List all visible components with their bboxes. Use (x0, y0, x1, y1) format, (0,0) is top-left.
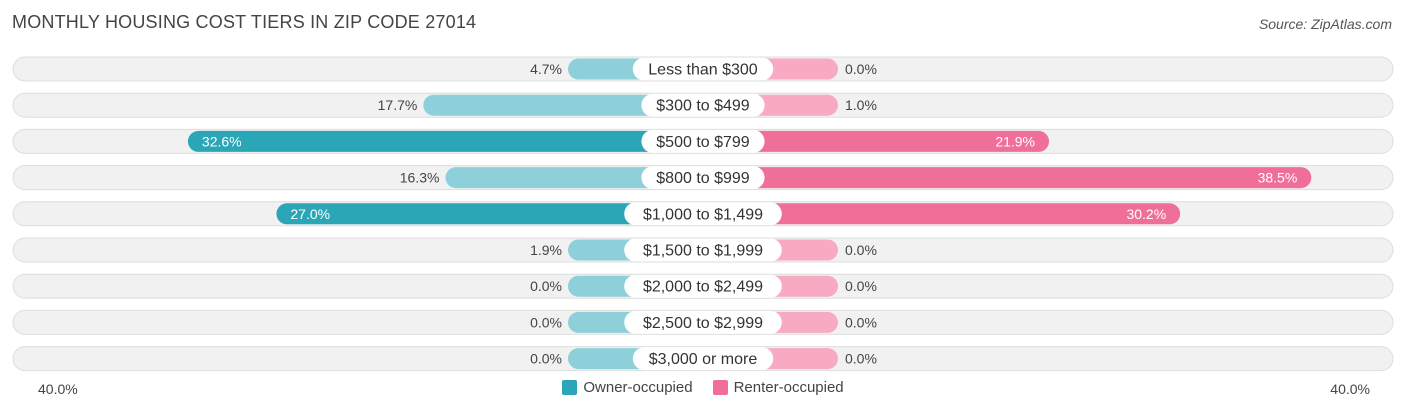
legend: Owner-occupied Renter-occupied (0, 379, 1406, 396)
category-label: Less than $300 (648, 62, 758, 79)
renter-value-label: 0.0% (845, 351, 877, 367)
chart-title: MONTHLY HOUSING COST TIERS IN ZIP CODE 2… (12, 12, 477, 32)
owner-value-label: 17.7% (378, 97, 418, 113)
owner-value-label: 27.0% (290, 206, 330, 222)
owner-bar (187, 130, 704, 152)
owner-value-label: 1.9% (530, 242, 562, 258)
renter-value-label: 0.0% (845, 278, 877, 294)
axis-left-label: 40.0% (38, 381, 78, 397)
legend-label-owner: Owner-occupied (583, 379, 693, 396)
legend-swatch-owner (562, 380, 578, 395)
owner-value-label: 32.6% (202, 133, 242, 149)
category-pill (624, 238, 782, 262)
legend-label-renter: Renter-occupied (733, 379, 844, 396)
owner-bar (445, 167, 703, 189)
owner-bar (423, 94, 703, 116)
renter-value-label: 38.5% (1258, 170, 1298, 186)
category-pill (624, 202, 782, 226)
renter-value-label: 0.0% (845, 242, 877, 258)
category-label: $1,000 to $1,499 (643, 206, 763, 223)
renter-bar (703, 167, 1312, 189)
renter-bar (703, 203, 1181, 225)
category-label: $3,000 or more (649, 351, 758, 368)
legend-item-renter: Renter-occupied (712, 379, 844, 396)
owner-value-label: 4.7% (530, 61, 562, 77)
legend-swatch-renter (712, 380, 728, 395)
category-pill (641, 166, 765, 190)
category-label: $2,000 to $2,499 (643, 279, 763, 296)
axis-right-label: 40.0% (1330, 381, 1370, 397)
renter-value-label: 0.0% (845, 61, 877, 77)
category-label: $800 to $999 (656, 170, 750, 187)
renter-value-label: 1.0% (845, 97, 877, 113)
owner-value-label: 0.0% (530, 278, 562, 294)
renter-value-label: 21.9% (995, 133, 1035, 149)
category-label: $2,500 to $2,999 (643, 315, 763, 332)
category-label: $1,500 to $1,999 (643, 243, 763, 260)
owner-value-label: 0.0% (530, 351, 562, 367)
category-label: $300 to $499 (656, 98, 750, 115)
owner-value-label: 0.0% (530, 314, 562, 330)
diverging-bar-chart: 4.7% 0.0% Less than $300 17.7% 1.0% $300 to $… (12, 56, 1394, 372)
owner-bar (276, 203, 703, 225)
owner-value-label: 16.3% (400, 170, 440, 186)
category-pill (624, 274, 782, 298)
category-pill (632, 347, 774, 371)
category-pill (624, 310, 782, 334)
category-label: $500 to $799 (656, 134, 750, 151)
category-pill (641, 93, 765, 117)
chart-source: Source: ZipAtlas.com (1258, 16, 1392, 32)
renter-value-label: 0.0% (845, 314, 877, 330)
legend-item-owner: Owner-occupied (562, 379, 693, 396)
renter-bar (703, 130, 1050, 152)
category-pill (641, 129, 765, 153)
renter-value-label: 30.2% (1126, 206, 1166, 222)
category-pill (632, 57, 774, 81)
